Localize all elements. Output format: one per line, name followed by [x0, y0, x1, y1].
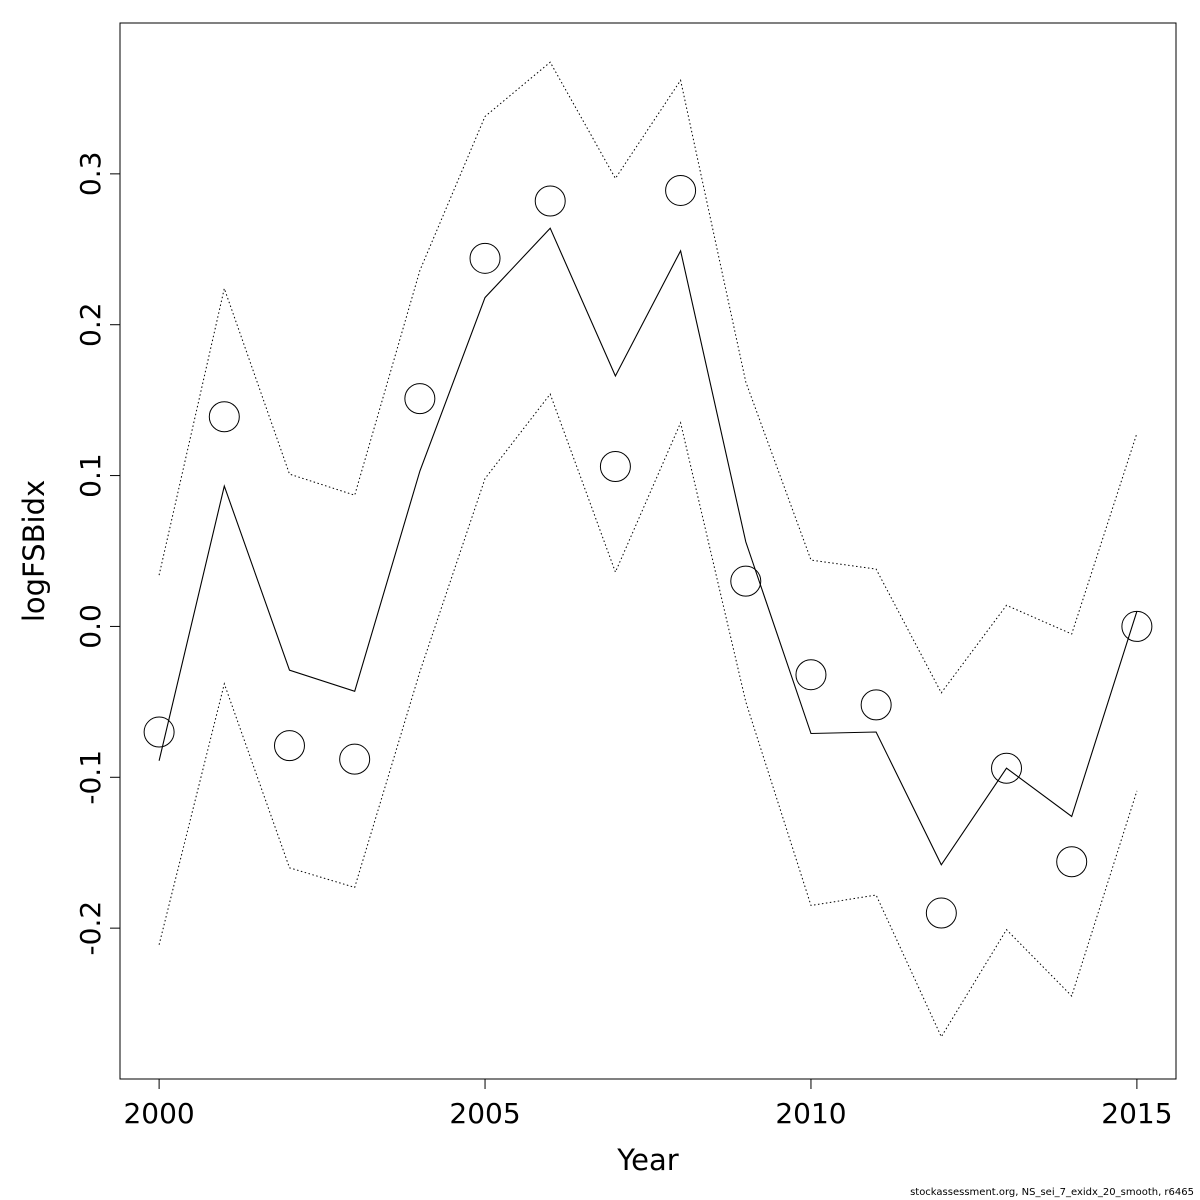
data-point — [208, 401, 240, 433]
data-point — [404, 383, 436, 415]
y-tick-label: 0.2 — [74, 302, 107, 347]
lower-bound-line — [158, 393, 1138, 1038]
data-point — [665, 174, 697, 206]
y-tick-label: 0.0 — [74, 604, 107, 649]
data-point — [1056, 846, 1088, 878]
data-point — [925, 897, 957, 929]
x-axis: 2000 2005 2010 2015 — [123, 1078, 1173, 1130]
y-axis-label: logFSBidx — [17, 480, 51, 622]
x-tick-label: 2015 — [1101, 1097, 1172, 1130]
data-point — [795, 659, 827, 691]
x-tick-label: 2000 — [123, 1097, 194, 1130]
data-point — [991, 752, 1023, 784]
data-point — [534, 185, 566, 217]
data-point — [1121, 610, 1153, 642]
data-point — [143, 716, 175, 748]
data-point — [339, 743, 371, 775]
y-tick-label: -0.2 — [74, 901, 107, 956]
x-tick-label: 2005 — [449, 1097, 520, 1130]
y-tick-label: -0.1 — [74, 750, 107, 805]
y-tick-label: 0.1 — [74, 453, 107, 498]
estimate-line — [158, 227, 1138, 866]
data-point — [730, 565, 762, 597]
data-point — [273, 730, 305, 762]
footer-note: stockassessment.org, NS_sei_7_exidx_20_s… — [910, 1187, 1194, 1198]
plot-frame — [119, 22, 1177, 1080]
x-tick-label: 2010 — [775, 1097, 846, 1130]
series-layer — [143, 61, 1153, 1038]
data-point — [469, 242, 501, 274]
data-point — [599, 451, 631, 483]
upper-bound-line — [158, 61, 1138, 694]
y-tick-label: 0.3 — [74, 152, 107, 197]
x-axis-label: Year — [616, 1143, 678, 1177]
data-point — [860, 689, 892, 721]
y-axis: -0.2 -0.1 0.0 0.1 0.2 0.3 — [74, 152, 121, 956]
